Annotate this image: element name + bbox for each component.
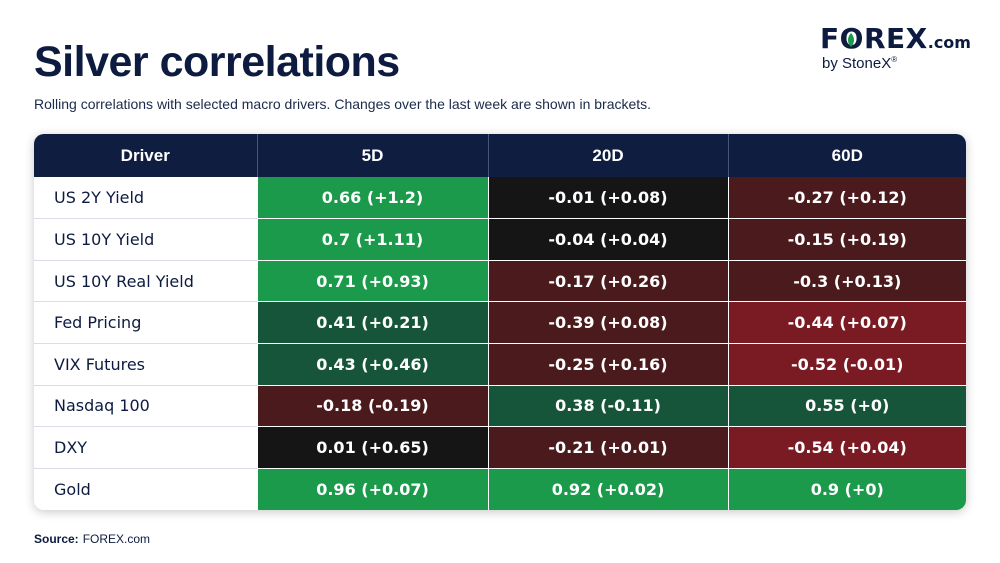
- source-note: Source: FOREX.com: [34, 532, 150, 546]
- table-row: VIX Futures 0.43 (+0.46) -0.25 (+0.16) -0.5…: [34, 343, 966, 386]
- logo-registered-mark: ®: [891, 55, 898, 64]
- driver-cell: VIX Futures: [34, 343, 257, 386]
- table-row: US 10Y Real Yield 0.71 (+0.93) -0.17 (+0.2…: [34, 259, 966, 302]
- correlation-cell: 0.41 (+0.21): [256, 301, 488, 344]
- table-row: Gold 0.96 (+0.07) 0.92 (+0.02) 0.9 (+0): [34, 467, 966, 510]
- column-header-driver: Driver: [120, 145, 170, 165]
- correlation-cell: -0.17 (+0.26): [487, 259, 728, 302]
- correlation-cell: -0.04 (+0.04): [487, 218, 728, 261]
- correlation-cell: -0.44 (+0.07): [727, 301, 966, 344]
- correlation-cell: -0.25 (+0.16): [487, 343, 728, 386]
- table-header-row: Driver 5D 20D 60D: [34, 134, 966, 177]
- correlation-cell: 0.38 (-0.11): [487, 384, 728, 427]
- page-subtitle: Rolling correlations with selected macro…: [34, 96, 652, 112]
- forex-logo: FOREX.com by StoneX®: [820, 22, 980, 78]
- correlation-cell: 0.55 (+0): [727, 384, 966, 427]
- driver-cell: US 2Y Yield: [34, 177, 257, 219]
- logo-byline-text: by StoneX: [822, 55, 892, 72]
- logo-dotcom: .com: [927, 33, 971, 52]
- table-row: US 10Y Yield 0.7 (+1.11) -0.04 (+0.04) -0.1…: [34, 218, 966, 261]
- table-row: Fed Pricing 0.41 (+0.21) -0.39 (+0.08) -0.4…: [34, 301, 966, 344]
- correlation-cell: -0.54 (+0.04): [727, 426, 966, 469]
- driver-cell: DXY: [34, 426, 257, 469]
- correlation-cell: 0.66 (+1.2): [256, 177, 488, 219]
- driver-cell: Gold: [34, 467, 257, 510]
- logo-leaf-icon: [847, 33, 854, 47]
- page-title: Silver correlations: [34, 38, 400, 86]
- correlation-cell: -0.15 (+0.19): [727, 218, 966, 261]
- table-row: US 2Y Yield 0.66 (+1.2) -0.01 (+0.08) -0.27…: [34, 177, 966, 219]
- correlation-cell: -0.52 (-0.01): [727, 343, 966, 386]
- correlation-cell: 0.43 (+0.46): [256, 343, 488, 386]
- driver-cell: Nasdaq 100: [34, 384, 257, 427]
- column-header-5d: 5D: [256, 134, 488, 177]
- correlation-cell: -0.21 (+0.01): [487, 426, 728, 469]
- correlation-cell: 0.71 (+0.93): [256, 259, 488, 302]
- source-value: FOREX.com: [82, 532, 151, 546]
- logo-byline: by StoneX®: [822, 55, 897, 72]
- table-row: Nasdaq 100 -0.18 (-0.19) 0.38 (-0.11) 0.55 …: [34, 384, 966, 427]
- correlation-cell: -0.3 (+0.13): [727, 259, 966, 302]
- correlation-cell: 0.01 (+0.65): [256, 426, 488, 469]
- correlation-cell: -0.39 (+0.08): [487, 301, 728, 344]
- logo-wordmark: FOREX.com: [820, 22, 971, 55]
- column-header-20d: 20D: [487, 134, 728, 177]
- table-row: DXY 0.01 (+0.65) -0.21 (+0.01) -0.54 (+0.04…: [34, 426, 966, 469]
- correlation-table: Driver 5D 20D 60D US 2Y Yield 0.66 (+1.2)…: [34, 134, 966, 510]
- logo-letters-rex: REX: [863, 22, 928, 55]
- logo-letter-o: O: [840, 22, 864, 55]
- driver-cell: US 10Y Real Yield: [34, 259, 257, 302]
- logo-letter-f: F: [820, 22, 840, 55]
- correlation-cell: -0.01 (+0.08): [487, 177, 728, 219]
- driver-cell: Fed Pricing: [34, 301, 257, 344]
- correlation-cell: 0.96 (+0.07): [256, 467, 488, 510]
- correlation-cell: -0.18 (-0.19): [256, 384, 488, 427]
- table-body: US 2Y Yield 0.66 (+1.2) -0.01 (+0.08) -0.27…: [34, 177, 966, 510]
- column-header-60d: 60D: [727, 134, 966, 177]
- correlation-cell: 0.7 (+1.11): [256, 218, 488, 261]
- correlation-cell: 0.9 (+0): [727, 467, 966, 510]
- driver-cell: US 10Y Yield: [34, 218, 257, 261]
- correlation-cell: 0.92 (+0.02): [487, 467, 728, 510]
- correlation-cell: -0.27 (+0.12): [727, 177, 966, 219]
- source-label: Source:: [34, 532, 79, 546]
